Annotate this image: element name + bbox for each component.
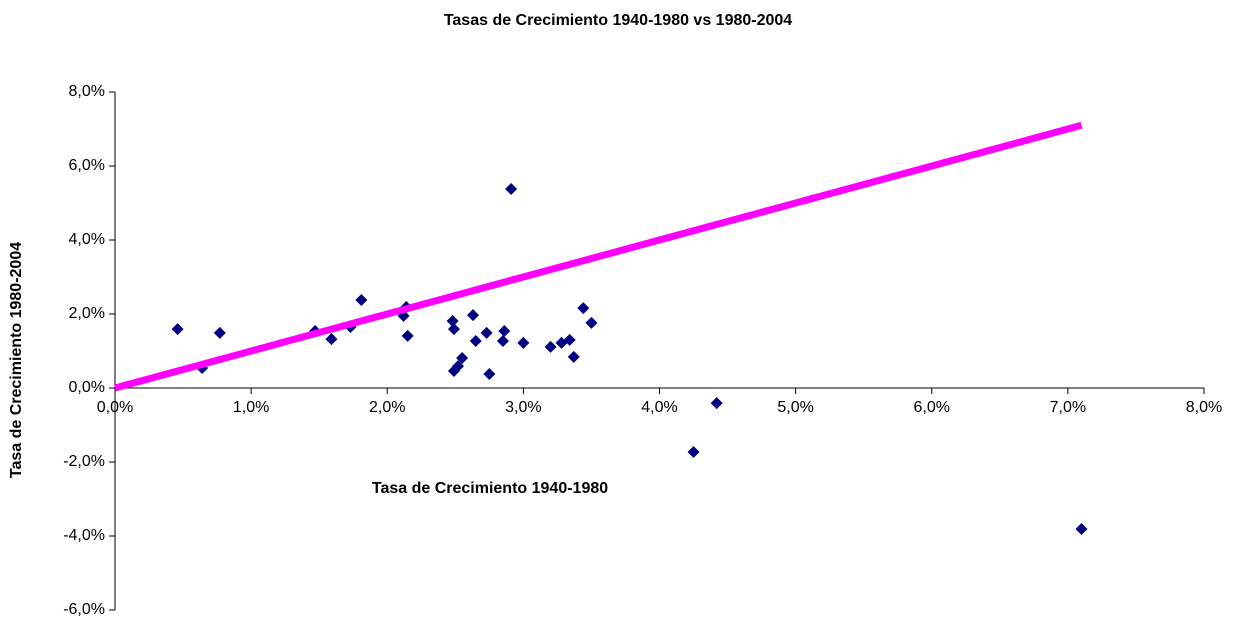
point [325,333,338,346]
point [401,329,414,342]
trend-line [114,121,1083,392]
point [483,367,496,380]
point [498,325,511,338]
y-tick-label: 4,0% [69,231,105,248]
x-tick-label: 3,0% [505,399,541,416]
y-tick-label: 2,0% [69,305,105,322]
y-tick-label: 8,0% [69,83,105,100]
point [469,335,482,348]
x-tick-label: 0,0% [97,399,133,416]
y-tick-label: 6,0% [69,157,105,174]
point [544,340,557,353]
x-tick-label: 6,0% [914,399,950,416]
x-tick-label: 5,0% [777,399,813,416]
point [452,360,465,373]
point [447,323,460,336]
point [567,350,580,363]
y-tick-label: 0,0% [69,379,105,396]
point [456,352,469,365]
point [563,333,576,346]
point [446,315,459,328]
point [585,316,598,329]
point [480,326,493,339]
point [496,335,509,348]
point [1075,522,1088,535]
point [171,323,184,336]
point [710,397,723,410]
x-tick-label: 1,0% [233,399,269,416]
y-tick-label: -4,0% [63,527,105,544]
x-tick-label: 8,0% [1186,399,1222,416]
point [213,326,226,339]
point [577,302,590,315]
x-axis-label: Tasa de Crecimiento 1940-1980 [372,480,608,497]
point [355,293,368,306]
y-tick-label: -6,0% [63,601,105,618]
point [467,309,480,322]
y-tick-label: -2,0% [63,453,105,470]
chart-title: Tasas de Crecimiento 1940-1980 vs 1980-2… [444,12,792,29]
y-axis-label: Tasa de Crecimiento 1980-2004 [8,242,25,478]
point [505,182,518,195]
x-tick-label: 2,0% [369,399,405,416]
x-tick-label: 4,0% [641,399,677,416]
x-tick-label: 7,0% [1050,399,1086,416]
point [687,446,700,459]
point [517,336,530,349]
